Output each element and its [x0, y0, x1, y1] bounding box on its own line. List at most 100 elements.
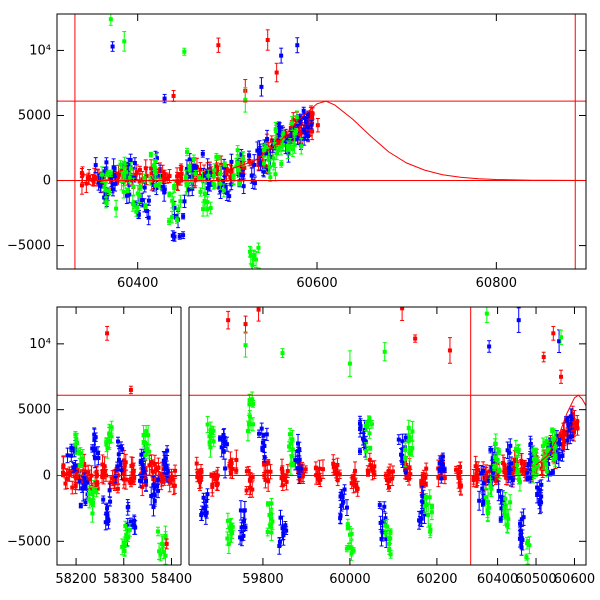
marker [299, 144, 304, 149]
data-point [201, 201, 206, 217]
marker [305, 112, 310, 117]
marker [156, 465, 161, 470]
marker [229, 159, 234, 164]
data-point [78, 502, 83, 509]
data-point [121, 185, 126, 199]
marker [170, 233, 175, 238]
marker [372, 464, 377, 469]
marker [123, 170, 128, 175]
marker [114, 176, 119, 181]
data-point [261, 166, 266, 177]
marker [458, 469, 463, 474]
marker [157, 549, 162, 554]
data-point [355, 480, 360, 497]
marker [344, 505, 349, 510]
marker [73, 432, 78, 437]
data-point [161, 450, 166, 471]
data-point [152, 495, 157, 507]
marker [315, 123, 320, 128]
marker [260, 446, 265, 451]
marker [172, 483, 177, 488]
data-point [123, 163, 128, 181]
marker [206, 173, 211, 178]
marker [442, 467, 447, 472]
marker [87, 477, 92, 482]
marker [403, 470, 408, 475]
marker [218, 436, 223, 441]
data-point [259, 77, 264, 97]
marker [200, 151, 205, 156]
marker [439, 476, 444, 481]
marker [107, 188, 112, 193]
marker [140, 484, 145, 489]
marker [101, 182, 106, 187]
marker [259, 84, 264, 89]
marker [122, 465, 127, 470]
marker [145, 447, 150, 452]
marker [79, 459, 84, 464]
marker [241, 519, 246, 524]
marker [143, 478, 148, 483]
marker [387, 484, 392, 489]
data-point [261, 438, 266, 447]
marker [244, 488, 249, 493]
marker [70, 485, 75, 490]
marker [205, 207, 210, 212]
data-point [227, 190, 232, 202]
data-point [301, 124, 306, 135]
marker [204, 510, 209, 515]
data-point [211, 177, 216, 190]
marker [335, 462, 340, 467]
marker [69, 445, 74, 450]
marker [109, 425, 114, 430]
marker [266, 156, 271, 161]
marker [400, 439, 405, 444]
marker [149, 493, 154, 498]
data-point [90, 444, 95, 453]
data-point [274, 146, 279, 161]
marker [73, 483, 78, 488]
marker [236, 168, 241, 173]
marker [259, 426, 264, 431]
data-point [146, 195, 151, 206]
marker [99, 172, 104, 177]
marker [194, 461, 199, 466]
data-point [344, 499, 349, 517]
y-tick-label: 10⁴ [29, 337, 51, 352]
marker [291, 117, 296, 122]
marker [71, 465, 76, 470]
data-point [130, 195, 135, 212]
series-red [194, 449, 463, 498]
data-point [335, 457, 340, 473]
marker [234, 468, 239, 473]
marker [74, 470, 79, 475]
marker [302, 115, 307, 120]
marker [212, 183, 217, 188]
marker [77, 464, 82, 469]
marker [276, 132, 281, 137]
marker [408, 472, 413, 477]
marker [290, 147, 295, 152]
data-point [80, 166, 85, 184]
marker [155, 529, 160, 534]
data-point [92, 427, 97, 442]
marker [162, 187, 167, 192]
marker [365, 468, 370, 473]
marker [137, 167, 142, 172]
marker [218, 172, 223, 177]
data-point [93, 157, 98, 174]
data-point [100, 454, 105, 475]
data-point [285, 140, 290, 152]
data-point [303, 465, 308, 474]
marker [224, 442, 229, 447]
data-point [290, 141, 295, 158]
marker [198, 189, 203, 194]
marker [132, 160, 137, 165]
marker [266, 479, 271, 484]
marker [261, 433, 266, 438]
data-point [146, 210, 151, 226]
marker [158, 552, 163, 557]
y-tick-label: −5000 [7, 239, 51, 254]
marker [350, 475, 355, 480]
data-point [167, 191, 172, 198]
